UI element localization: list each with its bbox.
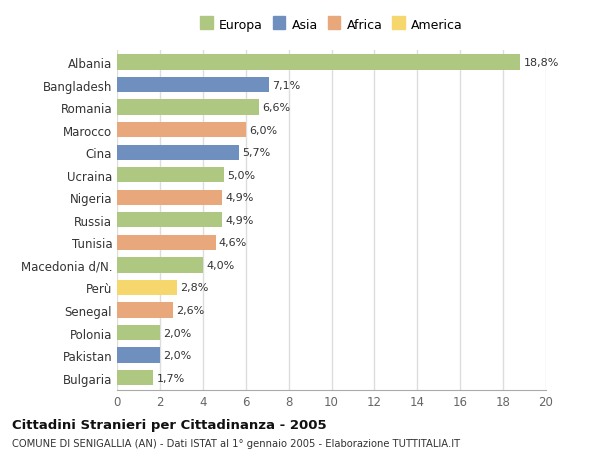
Bar [117,145,239,161]
Text: 5,0%: 5,0% [227,170,256,180]
Text: 18,8%: 18,8% [523,58,559,68]
Text: 6,0%: 6,0% [249,125,277,135]
Bar [117,55,520,71]
Text: 2,8%: 2,8% [180,283,209,293]
Bar [117,370,154,386]
Bar [117,213,222,228]
Bar [117,123,246,138]
Text: 5,7%: 5,7% [242,148,271,158]
Text: 4,0%: 4,0% [206,260,234,270]
Legend: Europa, Asia, Africa, America: Europa, Asia, Africa, America [197,16,466,34]
Text: COMUNE DI SENIGALLIA (AN) - Dati ISTAT al 1° gennaio 2005 - Elaborazione TUTTITA: COMUNE DI SENIGALLIA (AN) - Dati ISTAT a… [12,438,460,448]
Bar [117,190,222,206]
Bar [117,280,177,296]
Bar [117,235,215,251]
Bar [117,78,269,93]
Bar [117,100,259,116]
Text: 4,9%: 4,9% [226,193,254,203]
Text: 4,9%: 4,9% [226,215,254,225]
Text: 4,6%: 4,6% [219,238,247,248]
Text: 6,6%: 6,6% [262,103,290,113]
Text: 1,7%: 1,7% [157,373,185,383]
Bar [117,302,173,318]
Text: 2,0%: 2,0% [163,328,191,338]
Text: 2,6%: 2,6% [176,305,204,315]
Bar [117,168,224,183]
Bar [117,257,203,273]
Text: Cittadini Stranieri per Cittadinanza - 2005: Cittadini Stranieri per Cittadinanza - 2… [12,418,326,431]
Bar [117,347,160,363]
Text: 2,0%: 2,0% [163,350,191,360]
Text: 7,1%: 7,1% [272,80,301,90]
Bar [117,325,160,341]
